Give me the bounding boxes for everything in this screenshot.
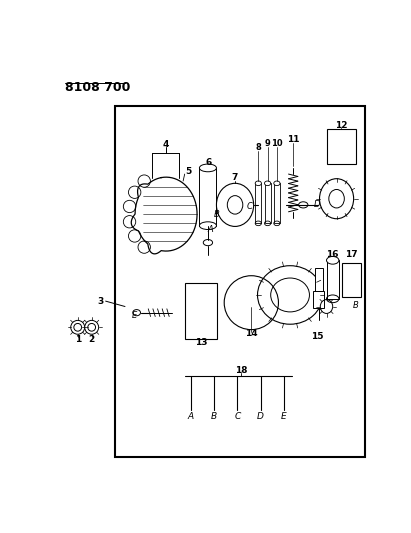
Bar [274,183,280,223]
Text: C: C [234,412,240,421]
Text: 4: 4 [163,140,169,149]
Text: E: E [281,412,287,421]
Text: C: C [247,202,253,211]
Text: 8108 700: 8108 700 [65,81,131,94]
Text: 18: 18 [235,366,247,375]
Ellipse shape [199,164,217,172]
Bar [313,291,324,308]
Bar [326,130,356,164]
Text: A: A [208,225,213,234]
Ellipse shape [199,222,217,230]
Circle shape [123,200,136,213]
Text: 16: 16 [326,251,339,260]
Bar [199,168,217,225]
Bar [315,268,323,291]
Text: 3: 3 [98,297,104,305]
Circle shape [71,320,85,334]
Text: 7: 7 [232,173,238,182]
Circle shape [138,175,150,187]
Text: A: A [188,412,194,421]
Text: 14: 14 [245,329,258,338]
Bar [265,183,271,223]
Bar [326,260,339,299]
Ellipse shape [326,256,339,264]
Text: 8: 8 [255,143,261,151]
Circle shape [129,186,141,198]
Text: 5: 5 [185,167,192,176]
Text: D: D [257,412,264,421]
Bar [255,183,261,223]
Bar [185,284,217,339]
Ellipse shape [274,181,280,185]
Ellipse shape [255,181,261,185]
Text: 1: 1 [75,335,81,344]
Text: 2: 2 [88,335,95,344]
Ellipse shape [265,181,271,185]
Text: B: B [214,209,219,219]
Circle shape [123,215,136,228]
Text: B: B [211,412,217,421]
Text: E: E [132,311,137,320]
Text: 11: 11 [287,135,300,144]
Text: 15: 15 [311,332,323,341]
Ellipse shape [299,202,308,208]
Text: 13: 13 [195,338,207,347]
Text: 6: 6 [206,158,212,167]
Bar [342,263,360,297]
Text: 9: 9 [265,139,270,148]
Circle shape [138,241,150,253]
Circle shape [129,230,141,242]
Text: 17: 17 [345,251,358,260]
Text: B: B [353,301,359,310]
Text: 10: 10 [271,139,283,148]
Circle shape [85,320,99,334]
Bar [115,106,365,457]
Text: 12: 12 [335,121,347,130]
Text: D: D [314,200,321,209]
